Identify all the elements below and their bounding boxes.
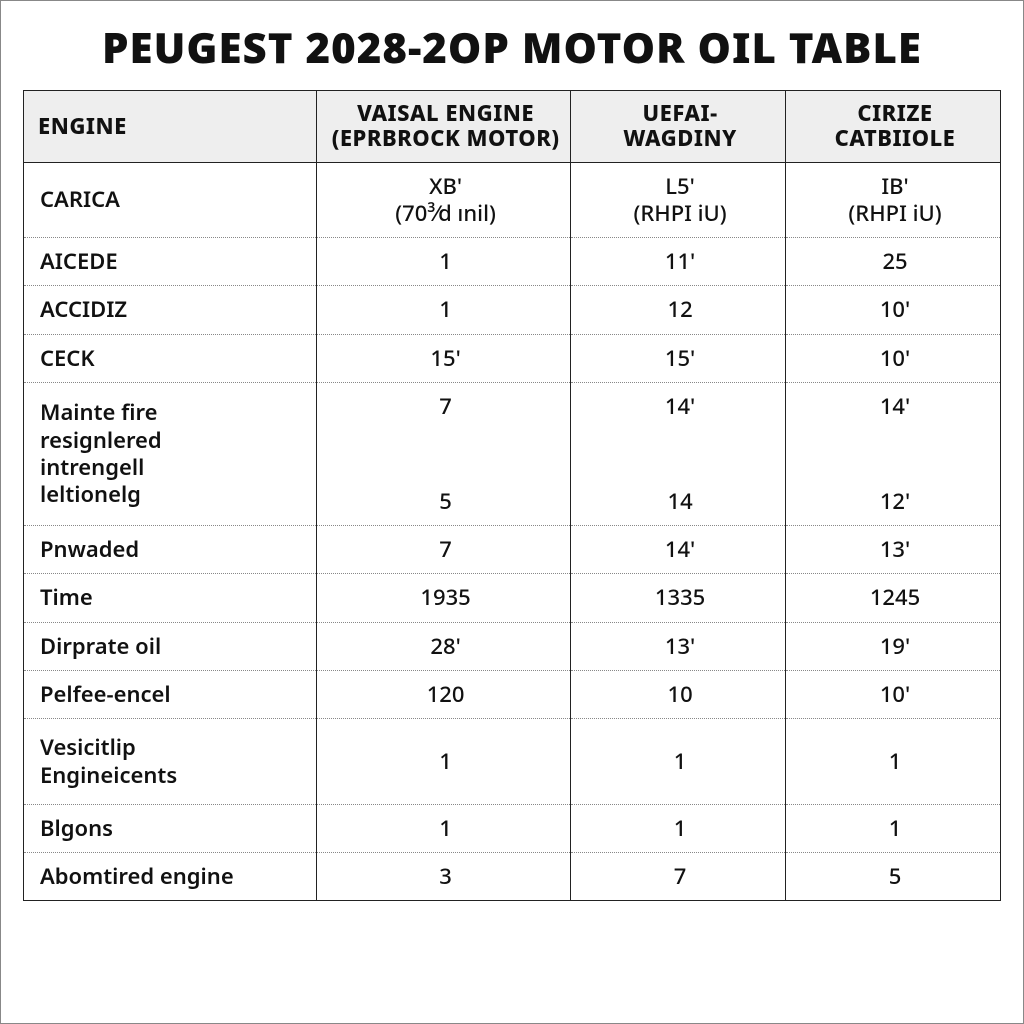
table-row: AICEDE111'25 (24, 238, 1001, 286)
cell-value: 10' (786, 334, 1001, 382)
row-label: Pnwaded (24, 526, 317, 574)
table-row: Abomtired engine375 (24, 853, 1001, 901)
row-label: Abomtired engine (24, 853, 317, 901)
cell-value: 1335 (571, 574, 786, 622)
cell-value: 15' (571, 334, 786, 382)
table-header: ENGINE VAISAL ENGINE (EPRBROCK MOTOR) UE… (24, 91, 1001, 163)
cell-value: 13' (571, 622, 786, 670)
cell-value: 28' (317, 622, 571, 670)
table-row: Blgons111 (24, 804, 1001, 852)
row-label: ACCIDIZ (24, 286, 317, 334)
row-label: Time (24, 574, 317, 622)
table-row: Pelfee-encel1201010' (24, 670, 1001, 718)
cell-value: 3 (317, 853, 571, 901)
row-label: CECK (24, 334, 317, 382)
col-header-uefai: UEFAI- WAGDINY (571, 91, 786, 163)
cell-value: 1 (786, 719, 1001, 805)
table-row: Dirprate oil28'13'19' (24, 622, 1001, 670)
cell-value: 19' (786, 622, 1001, 670)
cell-value: XB'(70³⁄d ınil) (317, 162, 571, 238)
table-row: CECK15'15'10' (24, 334, 1001, 382)
cell-value: 7 (571, 853, 786, 901)
cell-value: 120 (317, 670, 571, 718)
cell-value: 15' (317, 334, 571, 382)
cell-value: 14' (571, 526, 786, 574)
col-header-vaisal: VAISAL ENGINE (EPRBROCK MOTOR) (317, 91, 571, 163)
cell-value: 1 (786, 804, 1001, 852)
col-header-subtext: CATBIIOLE (800, 126, 990, 151)
cell-value: 12 (571, 286, 786, 334)
cell-value: 11' (571, 238, 786, 286)
cell-value: 25 (786, 238, 1001, 286)
row-label: Dirprate oil (24, 622, 317, 670)
cell-value: 1 (317, 804, 571, 852)
col-header-cirize: CIRIZE CATBIIOLE (786, 91, 1001, 163)
row-label: Pelfee-encel (24, 670, 317, 718)
cell-value: 1 (571, 804, 786, 852)
table-row: Time193513351245 (24, 574, 1001, 622)
row-label: Blgons (24, 804, 317, 852)
table-body: CARICAXB'(70³⁄d ınil)L5'(RHPI iU)IB'(RHP… (24, 162, 1001, 901)
table-row: CARICAXB'(70³⁄d ınil)L5'(RHPI iU)IB'(RHP… (24, 162, 1001, 238)
cell-value: 5 (786, 853, 1001, 901)
cell-value: 1245 (786, 574, 1001, 622)
row-label: Mainte fireresignleredintrengellleltione… (24, 383, 317, 526)
cell-value: 13' (786, 526, 1001, 574)
row-label: AICEDE (24, 238, 317, 286)
cell-value: 1 (317, 238, 571, 286)
cell-value: 14'14 (571, 383, 786, 526)
cell-value: 75 (317, 383, 571, 526)
cell-value: 1 (317, 719, 571, 805)
oil-table: ENGINE VAISAL ENGINE (EPRBROCK MOTOR) UE… (23, 90, 1001, 901)
cell-value: 7 (317, 526, 571, 574)
row-label: VesicitlipEngineicents (24, 719, 317, 805)
table-row: Mainte fireresignleredintrengellleltione… (24, 383, 1001, 526)
page: PEUGEST 2028-2OP MOTOR OIL TABLE ENGINE … (0, 0, 1024, 1024)
cell-value: 10' (786, 286, 1001, 334)
table-row: ACCIDIZ11210' (24, 286, 1001, 334)
cell-value: 10' (786, 670, 1001, 718)
col-header-subtext: (EPRBROCK MOTOR) (331, 126, 560, 151)
col-header-text: ENGINE (38, 111, 127, 141)
cell-value: 1 (317, 286, 571, 334)
cell-value: 1 (571, 719, 786, 805)
cell-value: L5'(RHPI iU) (571, 162, 786, 238)
cell-value: 10 (571, 670, 786, 718)
cell-value: 1935 (317, 574, 571, 622)
row-label: CARICA (24, 162, 317, 238)
col-header-engine: ENGINE (24, 91, 317, 163)
page-title: PEUGEST 2028-2OP MOTOR OIL TABLE (23, 19, 1001, 76)
table-row: Pnwaded714'13' (24, 526, 1001, 574)
cell-value: IB'(RHPI iU) (786, 162, 1001, 238)
cell-value: 14'12' (786, 383, 1001, 526)
table-row: VesicitlipEngineicents111 (24, 719, 1001, 805)
col-header-subtext: WAGDINY (585, 126, 775, 151)
